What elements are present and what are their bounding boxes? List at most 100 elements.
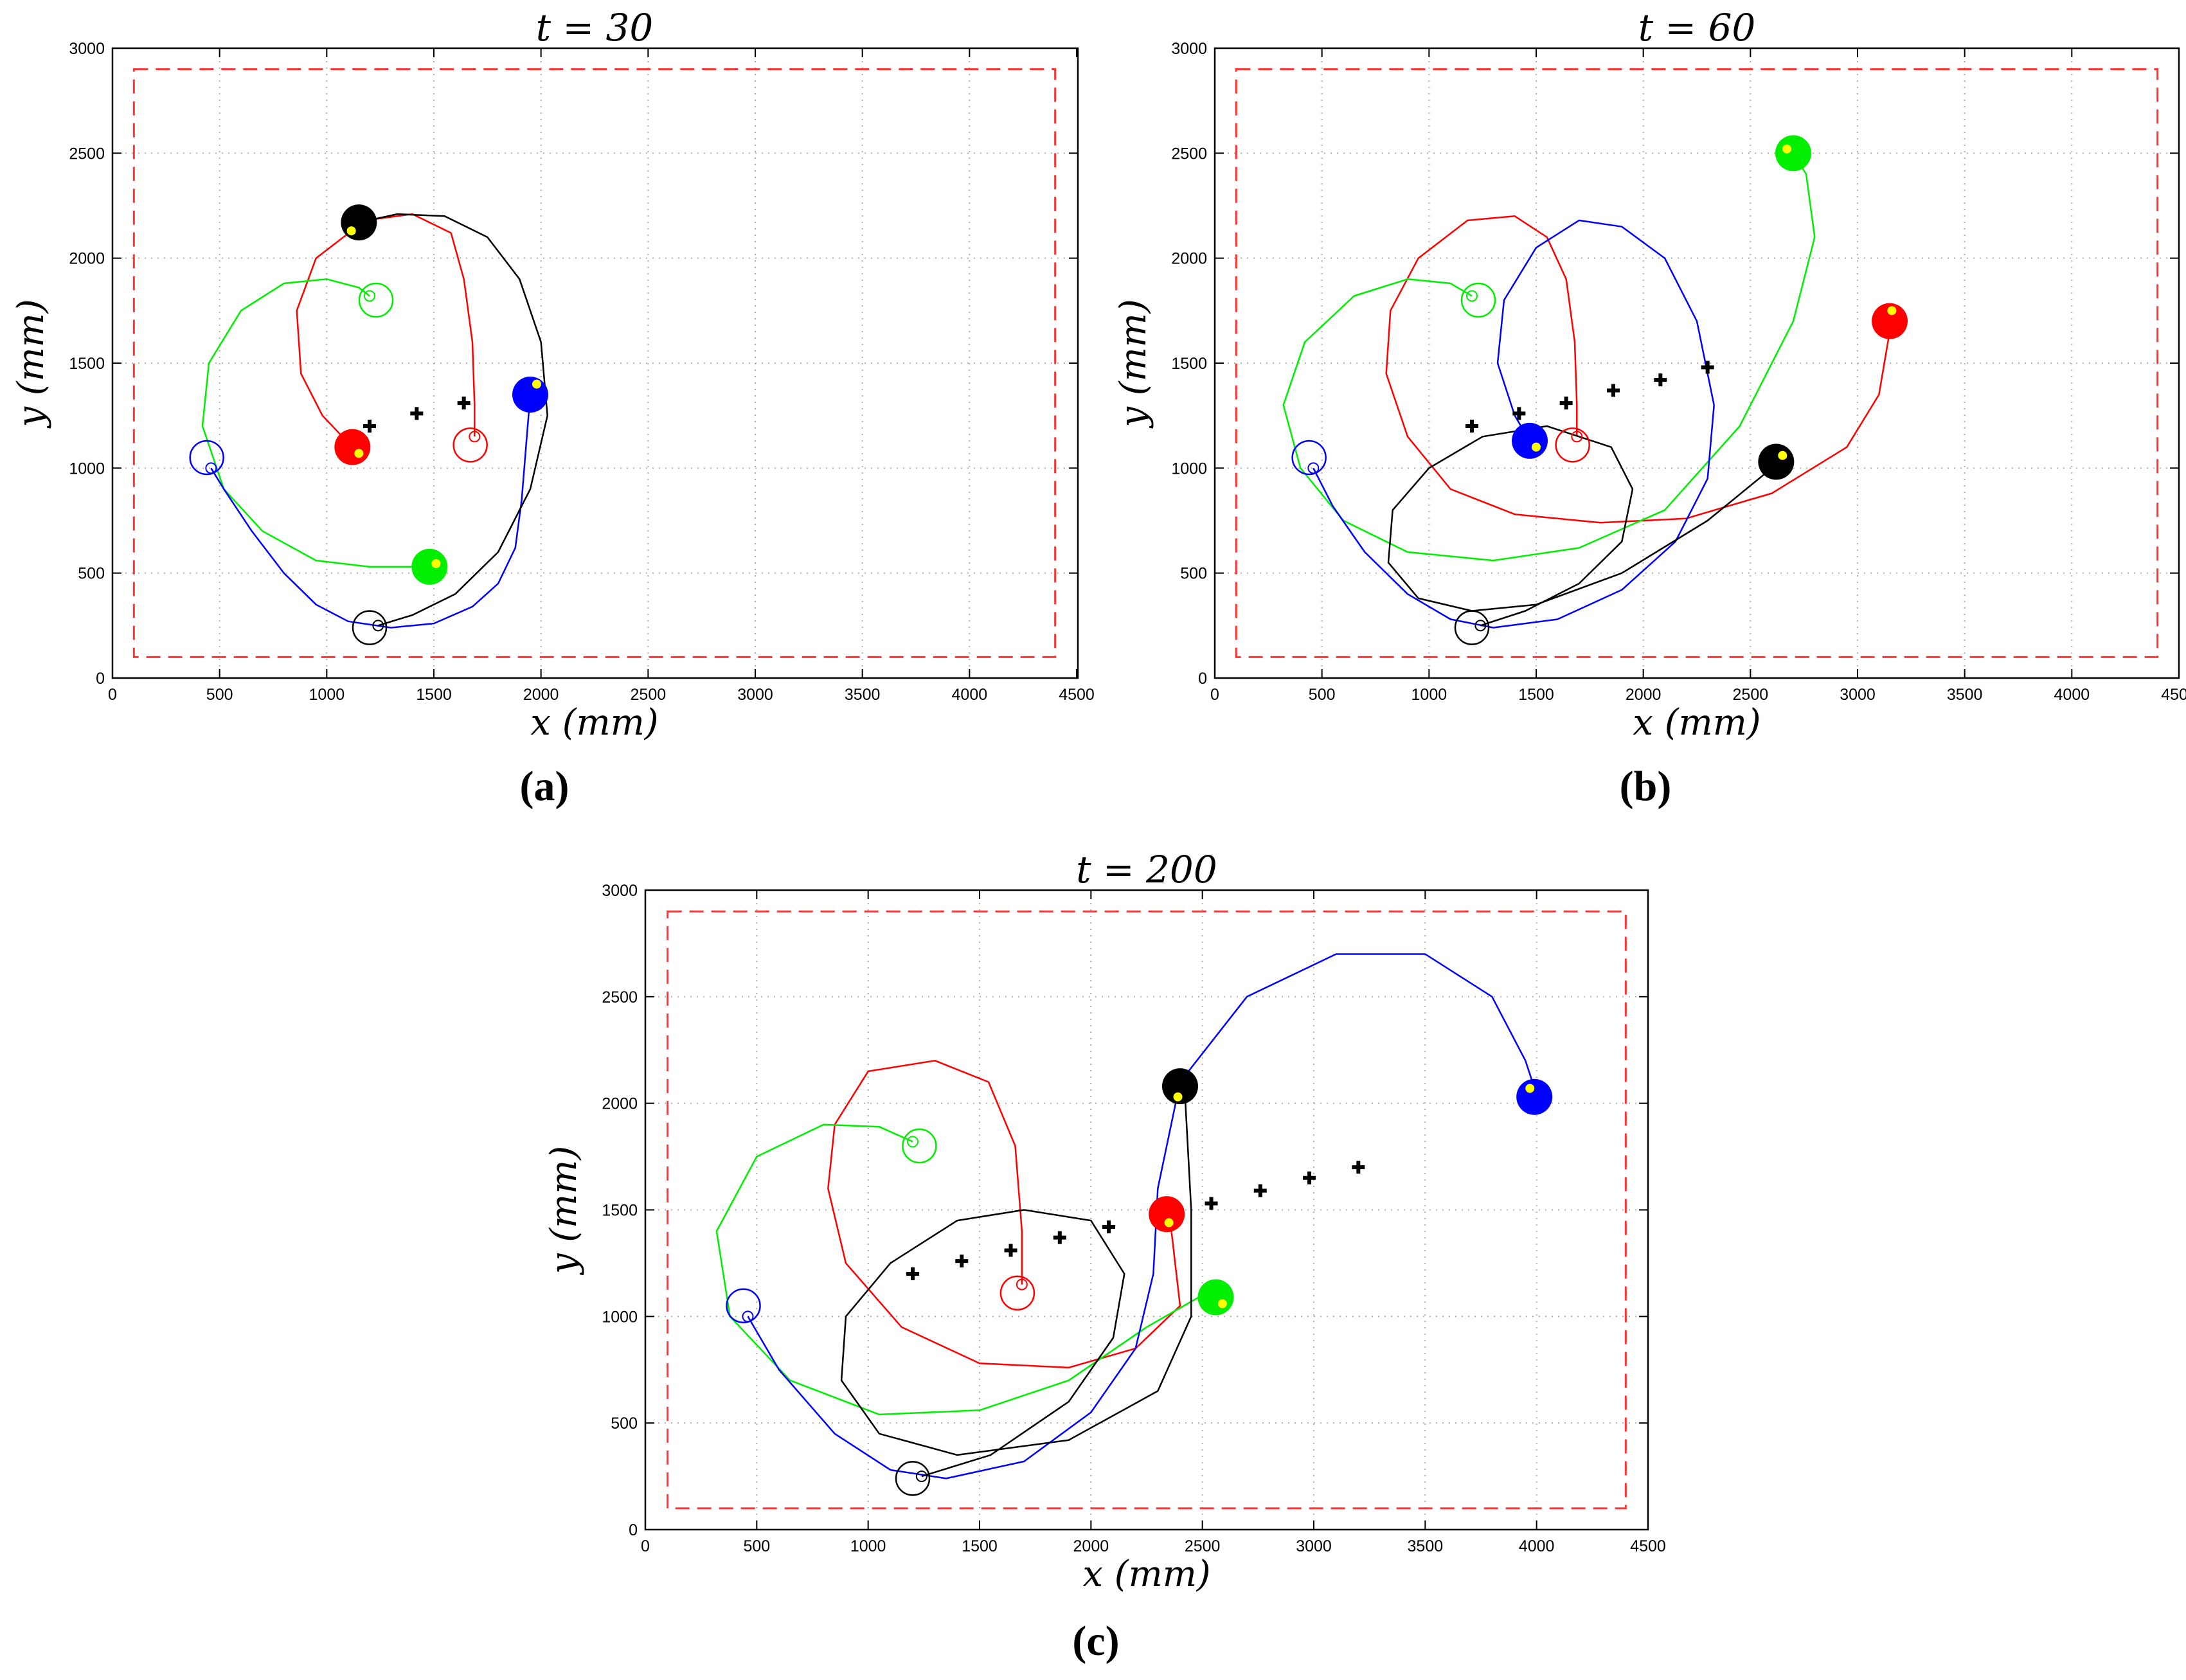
target-cross: [1512, 407, 1526, 420]
x-tick-label: 1000: [309, 686, 345, 704]
start-dot-black: [915, 1470, 927, 1483]
target-cross: [1253, 1184, 1267, 1197]
y-tick-label: 1500: [602, 1202, 638, 1220]
target-cross: [1053, 1231, 1066, 1244]
x-tick-label: 2500: [631, 686, 667, 704]
x-tick-label: 1500: [962, 1537, 998, 1555]
x-tick-label: 2000: [523, 686, 559, 704]
x-tick-label: 2000: [1626, 686, 1662, 704]
x-tick-label: 2500: [1185, 1537, 1221, 1555]
y-tick-label: 1500: [69, 355, 105, 373]
x-tick-label: 4500: [1059, 686, 1095, 704]
trajectory-blue: [747, 953, 1537, 1479]
start-dot-green: [907, 1136, 918, 1148]
trajectory-black: [1387, 425, 1773, 627]
robot-heading-red: [1887, 306, 1897, 316]
robot-heading-red: [354, 449, 364, 458]
robot-green: [411, 548, 448, 585]
robot-heading-blue: [1525, 1084, 1535, 1093]
panel-label-b: (b): [1620, 763, 1672, 810]
target-cross: [1465, 420, 1478, 433]
x-tick-label: 4000: [952, 686, 988, 704]
y-tick-label: 0: [629, 1521, 638, 1539]
start-circle-red: [999, 1275, 1035, 1311]
start-dot-red: [1571, 431, 1583, 443]
x-tick-label: 3500: [1947, 686, 1983, 704]
robot-green: [1775, 135, 1811, 172]
target-cross: [1352, 1161, 1365, 1174]
robot-blue: [512, 377, 548, 413]
target-cross: [955, 1255, 969, 1268]
start-dot-green: [1466, 290, 1478, 302]
robot-blue: [1516, 1078, 1553, 1115]
x-tick-label: 0: [108, 686, 117, 704]
robot-black: [341, 204, 377, 241]
robot-heading-black: [346, 226, 356, 236]
start-circle-green: [358, 282, 394, 318]
x-tick-label: 2500: [1733, 686, 1769, 704]
y-tick-label: 500: [611, 1415, 638, 1433]
chart-title: t = 200: [1076, 848, 1217, 891]
x-tick-label: 3000: [1296, 1537, 1332, 1555]
trajectory-red: [296, 213, 476, 448]
robot-heading-black: [1173, 1092, 1183, 1102]
start-dot-blue: [1307, 462, 1320, 474]
arena-boundary: [667, 910, 1627, 1510]
y-tick-label: 1000: [69, 460, 105, 478]
y-tick-label: 0: [1198, 670, 1207, 688]
start-circle-red: [452, 427, 488, 463]
y-tick-label: 2500: [69, 145, 105, 163]
trajectory-red: [827, 1060, 1181, 1369]
x-tick-label: 1500: [416, 686, 452, 704]
robot-heading-red: [1164, 1218, 1174, 1228]
y-tick-label: 500: [1180, 565, 1207, 583]
start-circle-blue: [189, 440, 224, 476]
target-cross: [1654, 373, 1667, 387]
start-dot-black: [1474, 620, 1487, 632]
trajectory-green: [201, 278, 430, 568]
start-circle-black: [352, 610, 388, 645]
target-cross: [1004, 1244, 1017, 1257]
start-circle-green: [1460, 282, 1496, 318]
target-cross: [363, 420, 376, 433]
x-tick-label: 3000: [737, 686, 773, 704]
y-tick-label: 2000: [602, 1095, 638, 1113]
trajectory-black: [359, 213, 548, 627]
target-cross: [1559, 397, 1573, 410]
robot-red: [1149, 1196, 1185, 1233]
start-dot-black: [372, 620, 384, 632]
y-tick-label: 1500: [1171, 355, 1207, 373]
y-tick-label: 3000: [69, 40, 105, 58]
x-tick-label: 4500: [1630, 1537, 1666, 1555]
start-dot-red: [469, 431, 481, 443]
x-tick-label: 500: [743, 1537, 770, 1555]
x-tick-label: 500: [1309, 686, 1336, 704]
y-axis-label: y (mm): [1113, 299, 1154, 429]
chart-title: t = 60: [1638, 6, 1756, 49]
trajectory-black: [840, 1086, 1192, 1478]
start-dot-blue: [742, 1310, 754, 1323]
x-axis-label: x (mm): [1082, 1553, 1210, 1595]
y-tick-label: 1000: [602, 1308, 638, 1326]
robot-heading-blue: [532, 379, 541, 389]
y-tick-label: 3000: [1171, 40, 1207, 58]
start-circle-red: [1555, 427, 1590, 463]
target-cross: [1102, 1220, 1116, 1234]
robot-heading-green: [431, 559, 441, 568]
arena-boundary: [132, 68, 1057, 658]
robot-heading-green: [1217, 1299, 1227, 1309]
trajectory-blue: [1312, 219, 1715, 629]
x-tick-label: 1000: [850, 1537, 886, 1555]
robot-black: [1758, 443, 1795, 480]
y-axis-label: y (mm): [10, 299, 52, 429]
y-tick-label: 2000: [69, 250, 105, 268]
robot-red: [334, 429, 371, 465]
target-cross: [1205, 1197, 1218, 1210]
robot-red: [1872, 303, 1908, 339]
start-circle-green: [902, 1128, 937, 1164]
robot-black: [1162, 1068, 1198, 1105]
x-tick-label: 3500: [845, 686, 881, 704]
start-circle-blue: [1291, 440, 1327, 476]
robot-heading-green: [1782, 144, 1791, 154]
